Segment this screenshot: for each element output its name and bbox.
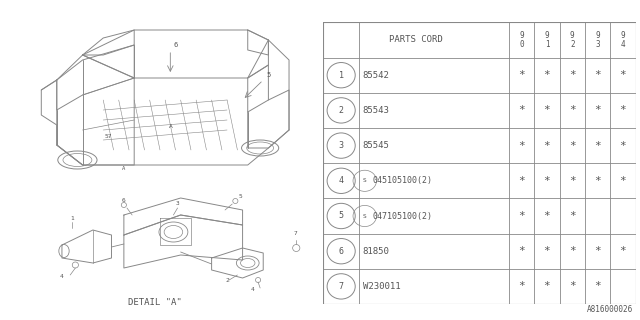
- Text: 4: 4: [339, 176, 344, 185]
- Text: *: *: [594, 176, 601, 186]
- Text: *: *: [543, 176, 550, 186]
- Text: 045105100(2): 045105100(2): [372, 176, 432, 185]
- Text: *: *: [543, 105, 550, 116]
- Text: 2: 2: [339, 106, 344, 115]
- Text: 047105100(2): 047105100(2): [372, 212, 432, 220]
- Text: *: *: [569, 105, 575, 116]
- Text: *: *: [518, 211, 525, 221]
- Text: 9
4: 9 4: [621, 31, 625, 49]
- Text: 3: 3: [339, 141, 344, 150]
- Text: *: *: [569, 140, 575, 151]
- Text: *: *: [569, 246, 575, 256]
- Text: 85542: 85542: [363, 71, 390, 80]
- Text: PARTS CORD: PARTS CORD: [389, 36, 443, 44]
- Text: 4: 4: [251, 287, 255, 292]
- Text: *: *: [620, 246, 627, 256]
- Text: *: *: [543, 211, 550, 221]
- Text: 6: 6: [339, 247, 344, 256]
- Text: *: *: [594, 281, 601, 292]
- Text: *: *: [518, 281, 525, 292]
- Text: *: *: [569, 211, 575, 221]
- Text: *: *: [569, 70, 575, 80]
- Text: *: *: [518, 176, 525, 186]
- Text: *: *: [518, 246, 525, 256]
- Text: *: *: [620, 70, 627, 80]
- Text: 5: 5: [266, 72, 271, 78]
- Text: *: *: [518, 140, 525, 151]
- Text: *: *: [543, 281, 550, 292]
- Text: 1: 1: [339, 71, 344, 80]
- Text: *: *: [518, 105, 525, 116]
- Text: 9
0: 9 0: [520, 31, 524, 49]
- Text: 6: 6: [173, 42, 178, 48]
- Text: *: *: [543, 246, 550, 256]
- Text: 5: 5: [239, 194, 242, 199]
- Text: *: *: [543, 70, 550, 80]
- Text: *: *: [518, 70, 525, 80]
- Text: 6: 6: [122, 198, 125, 203]
- Text: 7: 7: [339, 282, 344, 291]
- Text: 9
2: 9 2: [570, 31, 575, 49]
- Text: 1: 1: [70, 216, 74, 221]
- Text: *: *: [620, 176, 627, 186]
- Text: A816000026: A816000026: [588, 305, 634, 314]
- Text: *: *: [594, 70, 601, 80]
- Text: DETAIL "A": DETAIL "A": [128, 298, 182, 307]
- Text: *: *: [620, 140, 627, 151]
- Text: *: *: [594, 105, 601, 116]
- Text: 2: 2: [225, 278, 228, 283]
- Text: A: A: [122, 166, 125, 171]
- Text: S: S: [363, 178, 367, 183]
- Text: S: S: [363, 213, 367, 219]
- Text: *: *: [569, 176, 575, 186]
- Text: 57: 57: [104, 134, 112, 139]
- Text: *: *: [569, 281, 575, 292]
- Text: *: *: [620, 105, 627, 116]
- Text: *: *: [594, 140, 601, 151]
- Text: A: A: [168, 124, 172, 129]
- Text: 7: 7: [293, 231, 297, 236]
- Text: 9
3: 9 3: [595, 31, 600, 49]
- Text: *: *: [594, 246, 601, 256]
- Text: 81850: 81850: [363, 247, 390, 256]
- Text: 85543: 85543: [363, 106, 390, 115]
- Text: 9
1: 9 1: [545, 31, 549, 49]
- Text: W230011: W230011: [363, 282, 401, 291]
- Text: 5: 5: [339, 212, 344, 220]
- Text: 4: 4: [60, 274, 63, 279]
- Text: 85545: 85545: [363, 141, 390, 150]
- Text: 3: 3: [175, 201, 179, 206]
- Text: *: *: [543, 140, 550, 151]
